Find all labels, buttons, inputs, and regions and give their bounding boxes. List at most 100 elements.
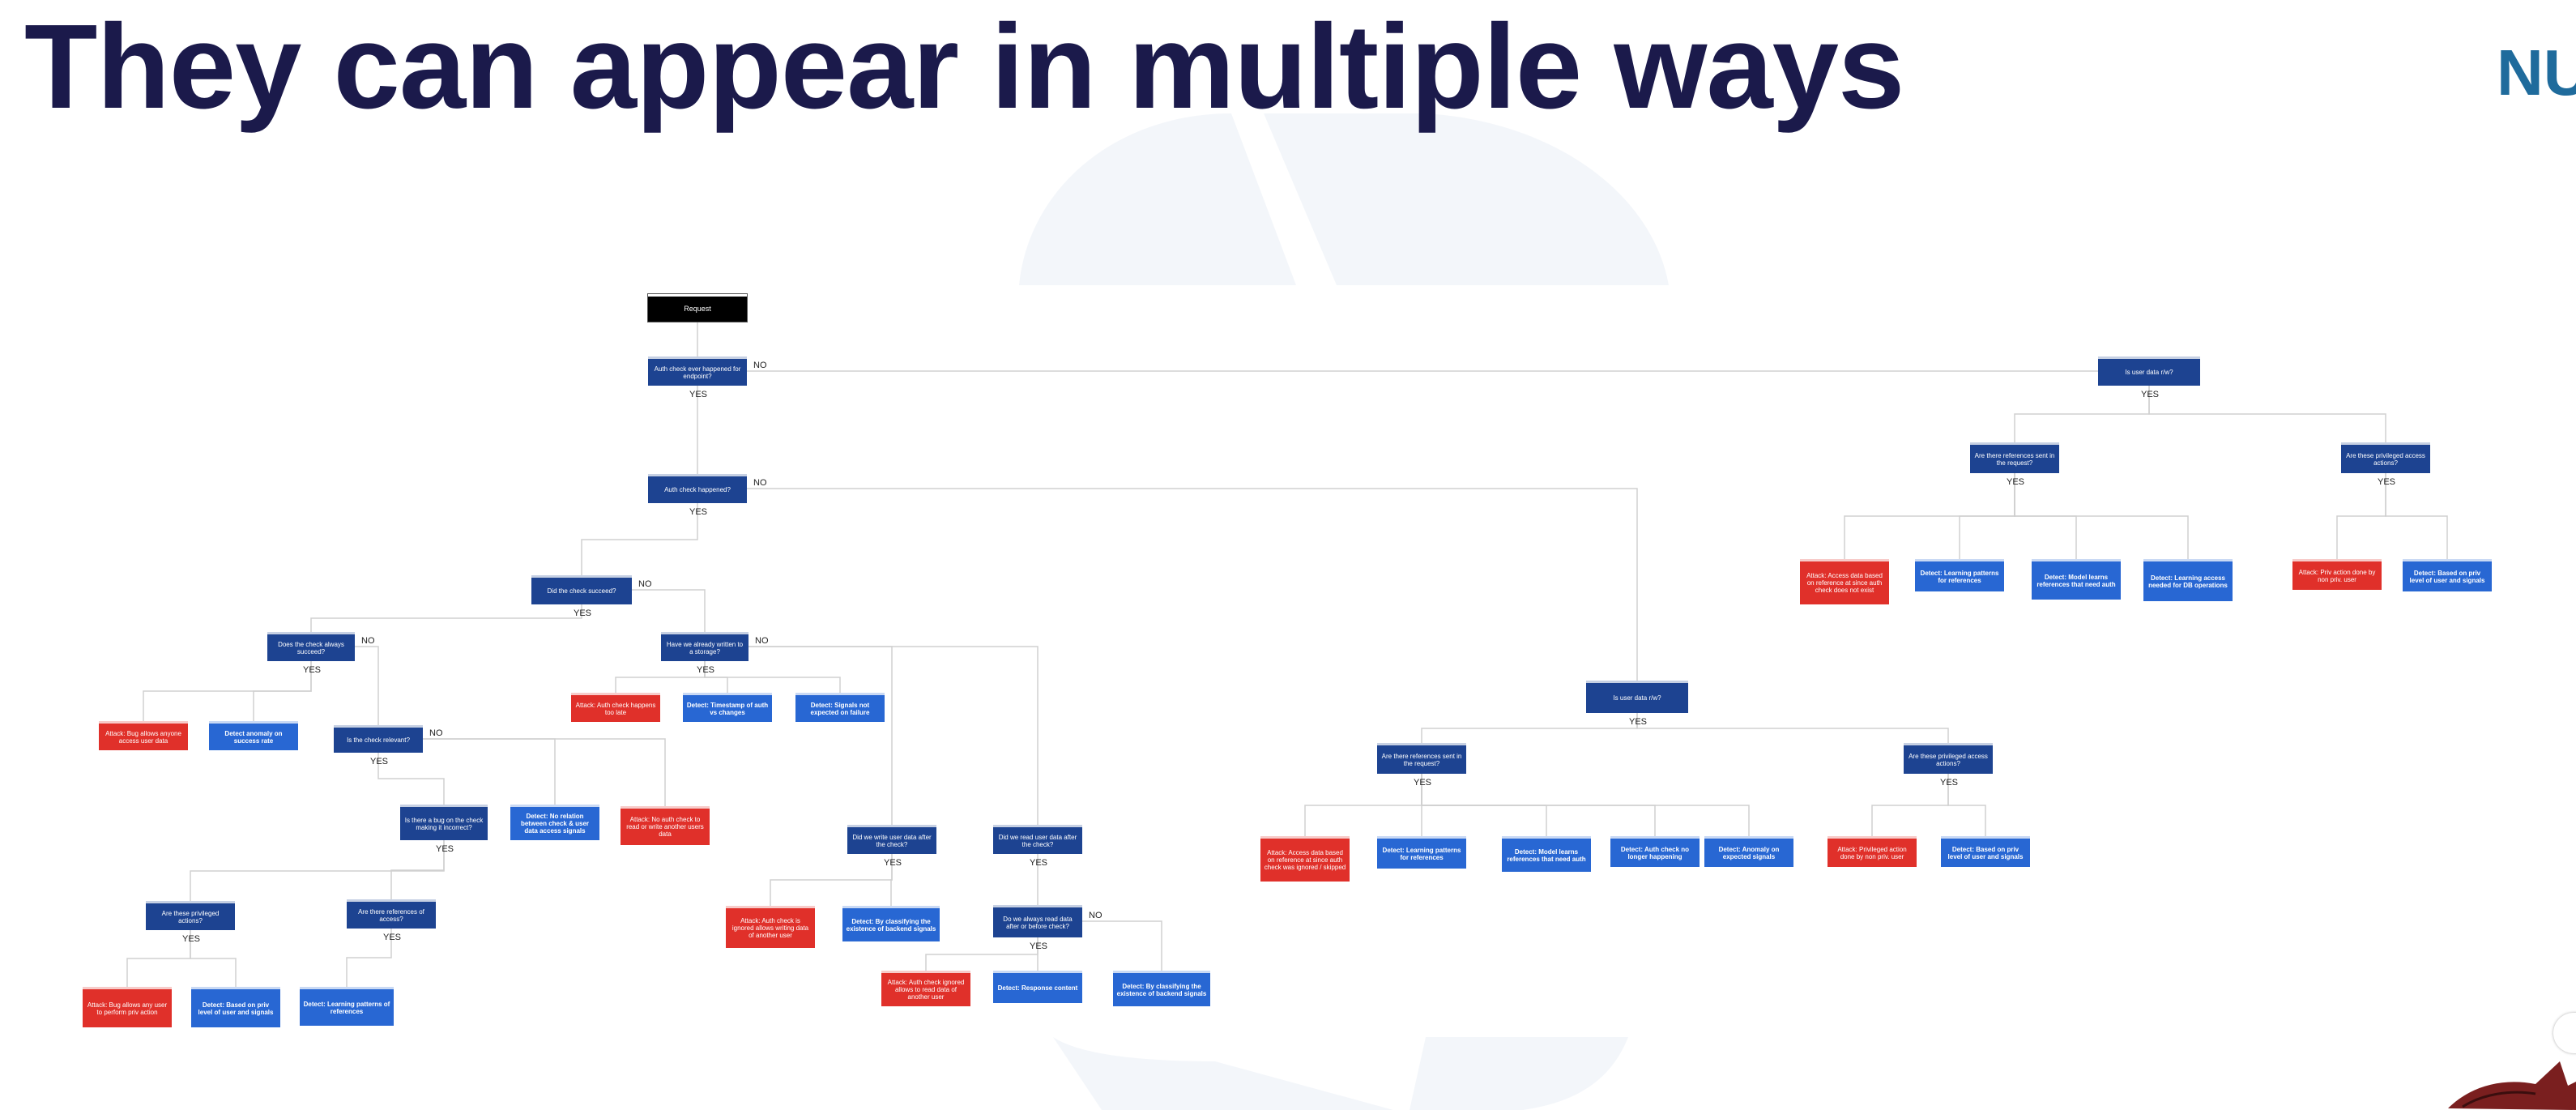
tree-node-detect: Detect: Model learns references that nee… [2032, 559, 2121, 600]
tree-node-question: Are there references of access? [347, 899, 436, 929]
yes-label: YES [2141, 390, 2160, 399]
tree-node-detect: Detect: Learning patterns for references [1377, 836, 1466, 869]
yes-label: YES [689, 390, 708, 399]
yes-label: YES [436, 844, 454, 854]
tree-node-attack: Attack: No auth check to read or write a… [621, 806, 710, 845]
yes-label: YES [1629, 717, 1648, 727]
yes-label: YES [2007, 477, 2025, 487]
corner-mascot-icon [2448, 1061, 2576, 1110]
node-label: Detect: Based on priv level of user and … [2409, 569, 2485, 584]
yes-label: YES [689, 507, 708, 517]
tree-node-attack: Attack: Access data based on reference a… [1800, 559, 1889, 604]
tree-node-attack: Attack: Auth check ignored allows to rea… [881, 971, 970, 1006]
connector-line [346, 929, 392, 987]
yes-label: YES [2378, 477, 2396, 487]
connector-line [1421, 713, 1638, 743]
connector-line [747, 356, 2150, 372]
yes-label: YES [303, 665, 322, 675]
node-label: Are there references of access? [358, 907, 424, 923]
tree-node-detect: Detect: Anomaly on expected signals [1704, 836, 1793, 867]
yes-label: YES [370, 757, 389, 766]
connector-line [2014, 386, 2150, 442]
tree-node-attack: Attack: Bug allows anyone access user da… [99, 721, 188, 750]
tree-node-detect: Detect: No relation between check & user… [510, 805, 599, 840]
tree-node-question: Does the check always succeed? [267, 632, 355, 661]
tree-node-detect: Detect: Model learns references that nee… [1502, 836, 1591, 872]
tree-node-detect: Detect: By classifying the existence of … [1113, 971, 1210, 1006]
node-label: Attack: Auth check is ignored allows wri… [731, 917, 809, 939]
node-label: Detect: Anomaly on expected signals [1718, 845, 1780, 860]
connector-line [423, 738, 666, 806]
tree-node-question: Is there a bug on the check making it in… [400, 805, 488, 840]
node-label: Is there a bug on the check making it in… [404, 816, 484, 831]
node-label: Attack: Privileged action done by non pr… [1837, 845, 1907, 860]
node-label: Are these privileged actions? [161, 909, 220, 924]
node-label: Auth check happened? [664, 486, 731, 493]
node-label: Detect: Learning patterns for references [1920, 569, 1999, 584]
tree-node-question: Did we write user data after the check? [847, 825, 936, 854]
tree-node-question: Do we always read data after or before c… [993, 905, 1082, 937]
tree-node-question: Is the check relevant? [334, 725, 423, 753]
node-label: Is user data r/w? [1613, 694, 1661, 702]
node-label: Detect: Learning access needed for DB op… [2148, 574, 2228, 589]
yes-label: YES [1030, 941, 1048, 951]
node-label: Detect: By classifying the existence of … [846, 917, 936, 933]
node-label: Did the check succeed? [547, 587, 616, 595]
node-label: Detect: Signals not expected on failure [810, 701, 870, 716]
yes-label: YES [1940, 778, 1959, 788]
node-label: Detect: Learning patterns of references [303, 1000, 390, 1015]
node-label: Attack: Access data based on reference a… [1806, 572, 1883, 594]
tree-node-detect: Detect: Timestamp of auth vs changes [683, 693, 772, 722]
connector-line [1304, 774, 1422, 836]
node-label: Detect anomaly on success rate [224, 729, 283, 745]
yes-label: YES [182, 934, 201, 944]
tree-node-attack: Attack: Priv action done by non priv. us… [2292, 559, 2382, 590]
node-label: Do we always read data after or before c… [1003, 915, 1073, 930]
no-label: NO [638, 579, 652, 589]
node-label: Attack: Bug allows anyone access user da… [105, 729, 181, 745]
node-label: Attack: Bug allows any user to perform p… [87, 1001, 168, 1016]
connector-line [1421, 774, 1750, 836]
node-label: Detect: By classifying the existence of … [1116, 982, 1207, 997]
node-label: Detect: No relation between check & user… [520, 813, 590, 835]
connector-line [190, 930, 237, 987]
tree-node-question: Is user data r/w? [2098, 356, 2200, 386]
tree-node-question: Are these privileged access actions? [1904, 743, 1993, 774]
connector-line [423, 738, 556, 805]
tree-node-attack: Attack: Auth check happens too late [571, 693, 660, 722]
node-label: Attack: Priv action done by non priv. us… [2298, 568, 2376, 583]
connector-line [770, 854, 893, 906]
yes-label: YES [1414, 778, 1432, 788]
connector-line [615, 661, 706, 693]
yes-label: YES [884, 858, 902, 868]
connector-line [704, 661, 841, 693]
connector-line [310, 604, 582, 632]
connector-line [748, 646, 1039, 825]
yes-label: YES [383, 933, 402, 942]
tree-node-question: Are there references sent in the request… [1377, 743, 1466, 774]
connector-line [1636, 713, 1949, 743]
no-label: NO [755, 636, 769, 646]
connector-line [1871, 774, 1949, 836]
node-label: Did we write user data after the check? [852, 833, 932, 848]
node-label: Detect: Model learns references that nee… [1507, 847, 1586, 863]
tree-node-detect: Detect: Learning patterns for references [1915, 559, 2004, 591]
tree-node-attack: Attack: Auth check is ignored allows wri… [726, 906, 815, 948]
node-label: Auth check ever happened for endpoint? [654, 365, 741, 380]
node-label: Are there references sent in the request… [1974, 451, 2055, 467]
node-label: Attack: Auth check ignored allows to rea… [887, 979, 965, 1001]
node-label: Are there references sent in the request… [1381, 752, 1462, 767]
node-label: Detect: Timestamp of auth vs changes [686, 701, 769, 716]
tree-node-question: Are these privileged actions? [146, 901, 235, 930]
tree-node-detect: Detect: Based on priv level of user and … [1941, 836, 2030, 867]
node-label: Does the check always succeed? [278, 640, 344, 655]
connector-line [377, 753, 445, 805]
tree-node-attack: Attack: Privileged action done by non pr… [1828, 836, 1917, 867]
node-label: Detect: Based on priv level of user and … [1947, 845, 2024, 860]
no-label: NO [753, 478, 767, 488]
node-label: Are these privileged access actions? [2346, 451, 2425, 467]
tree-node-detect: Detect: Based on priv level of user and … [191, 987, 280, 1027]
tree-node-detect: Detect: Learning access needed for DB op… [2143, 559, 2233, 601]
